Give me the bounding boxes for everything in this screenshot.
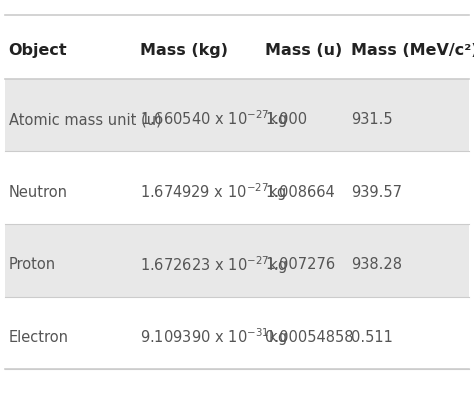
Text: 9.109390 x 10$^{-31}$kg: 9.109390 x 10$^{-31}$kg [140,327,287,348]
Text: 931.5: 931.5 [351,112,392,127]
Text: 1.000: 1.000 [265,112,308,127]
Text: Mass (kg): Mass (kg) [140,43,228,58]
Bar [5,79,469,151]
Text: 939.57: 939.57 [351,185,402,200]
Text: Object: Object [9,43,67,58]
Text: Mass (u): Mass (u) [265,43,343,58]
Text: 0.00054858: 0.00054858 [265,330,354,345]
Text: 1.672623 x 10$^{-27}$kg: 1.672623 x 10$^{-27}$kg [140,254,287,276]
Text: Neutron: Neutron [9,185,67,200]
Bar [5,15,469,79]
Text: 1.007276: 1.007276 [265,257,336,272]
Text: 938.28: 938.28 [351,257,402,272]
Text: Proton: Proton [9,257,55,272]
Text: 0.511: 0.511 [351,330,392,345]
Text: Mass (MeV/c²): Mass (MeV/c²) [351,43,474,58]
Bar [5,297,469,369]
Bar [5,224,469,297]
Text: 1.674929 x 10$^{-27}$kg: 1.674929 x 10$^{-27}$kg [140,181,286,203]
Text: Electron: Electron [9,330,69,345]
Text: 1.660540 x 10$^{-27}$kg: 1.660540 x 10$^{-27}$kg [140,109,287,130]
Text: 1.008664: 1.008664 [265,185,335,200]
Bar [5,151,469,224]
Text: Atomic mass unit (u): Atomic mass unit (u) [9,112,161,127]
